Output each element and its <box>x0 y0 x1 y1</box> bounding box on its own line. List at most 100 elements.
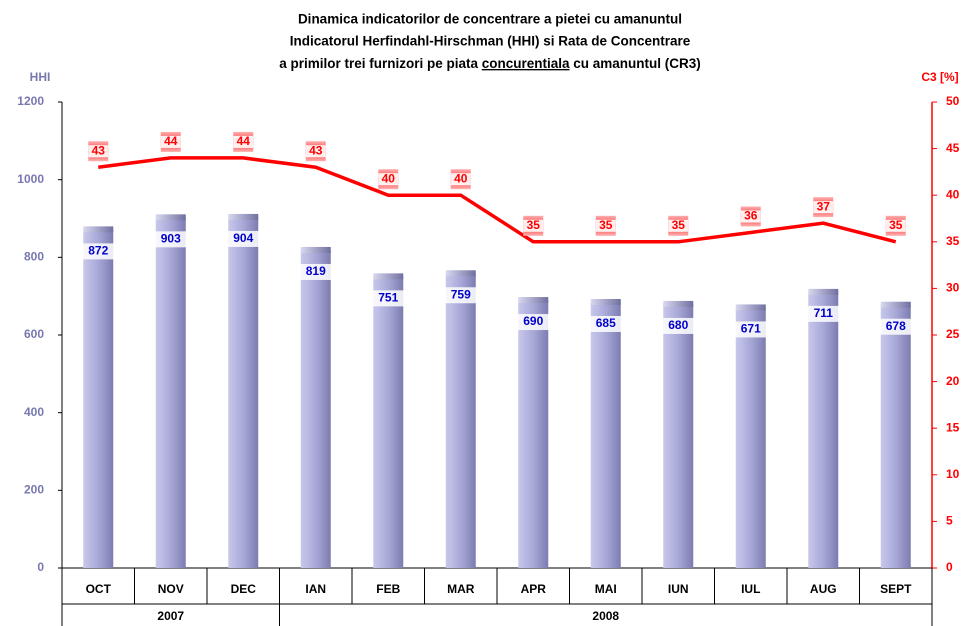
line-label-bg <box>305 145 326 158</box>
y2-axis-label: C3 [%] <box>921 70 958 84</box>
line <box>98 156 897 244</box>
y-tick-label: 400 <box>24 405 44 419</box>
bar <box>590 301 621 568</box>
bar-label-box <box>806 305 841 322</box>
bar <box>880 304 911 568</box>
line-label-bg <box>378 173 399 186</box>
x-tick-label: IUN <box>668 582 689 596</box>
bar-cap <box>663 300 694 307</box>
line-label-bg <box>450 173 471 186</box>
bar-label-box <box>661 317 696 334</box>
y-axis-label: HHI <box>30 70 51 84</box>
x-tick-label: MAR <box>447 582 475 596</box>
chart-title: Indicatorul Herfindahl-Hirschman (HHI) s… <box>290 34 691 49</box>
line-label-bg <box>668 219 689 232</box>
title-part: concurentiala <box>482 56 570 71</box>
line-label-bg <box>88 145 109 158</box>
bar-cap <box>228 213 259 220</box>
line-label-bg <box>233 135 254 148</box>
chart-title: a primilor trei furnizori pe piata concu… <box>279 56 701 71</box>
bar-label-box <box>588 315 623 332</box>
line-label: 35 <box>527 218 541 232</box>
bar-cap <box>445 270 476 277</box>
x-tick-label: OCT <box>86 582 112 596</box>
bar-cap <box>808 288 839 295</box>
bar-label-box <box>153 231 188 248</box>
bar <box>808 291 839 568</box>
bar-label: 680 <box>668 318 688 332</box>
group-label: 2007 <box>157 609 184 623</box>
line-label-bg <box>813 201 834 214</box>
y-tick-label: 200 <box>24 483 44 497</box>
bar-cap <box>590 298 621 305</box>
bar-cap <box>518 297 549 304</box>
bar-cap <box>373 273 404 280</box>
y2-tick-label: 50 <box>946 94 960 108</box>
y2-tick-label: 25 <box>946 327 960 341</box>
title-part: cu amanuntul (CR3) <box>570 56 701 71</box>
x-tick-label: AUG <box>810 582 837 596</box>
line-label: 36 <box>744 209 758 223</box>
y-tick-label: 1000 <box>17 172 44 186</box>
x-tick-label: IUL <box>741 582 760 596</box>
bar-cap <box>83 226 114 233</box>
bar-label: 759 <box>451 287 471 301</box>
chart-title: Dinamica indicatorilor de concentrare a … <box>298 12 682 27</box>
line-label: 35 <box>599 218 613 232</box>
line-label: 43 <box>92 143 106 157</box>
y2-tick-label: 45 <box>946 141 960 155</box>
bar-label: 872 <box>88 244 108 258</box>
bar <box>373 276 404 568</box>
y2-tick-label: 0 <box>946 560 953 574</box>
line-label: 35 <box>672 218 686 232</box>
bar-label: 671 <box>741 322 761 336</box>
bar <box>228 216 259 569</box>
bar-label-box <box>733 321 768 338</box>
bar-label-box <box>516 314 551 331</box>
x-tick-label: SEPT <box>880 582 912 596</box>
bar <box>83 229 114 568</box>
y-tick-label: 0 <box>37 560 44 574</box>
line-label: 43 <box>309 143 323 157</box>
group-label: 2008 <box>592 609 619 623</box>
x-tick-label: NOV <box>158 582 184 596</box>
bar-label-box <box>878 318 913 335</box>
bar-label: 904 <box>233 231 253 245</box>
y2-tick-label: 5 <box>946 514 953 528</box>
y2-tick-label: 10 <box>946 467 960 481</box>
line-label: 44 <box>237 134 251 148</box>
bar-label: 678 <box>886 319 906 333</box>
y-tick-label: 1200 <box>17 94 44 108</box>
bar-label-box <box>371 290 406 307</box>
x-tick-label: APR <box>521 582 547 596</box>
bar <box>518 300 549 568</box>
line-label: 40 <box>454 171 468 185</box>
bar-label: 751 <box>378 291 398 305</box>
line-label-bg <box>160 135 181 148</box>
bar-label-box <box>81 243 116 260</box>
line-label-bg <box>740 210 761 223</box>
bar-cap <box>300 246 331 253</box>
bar-cap <box>735 304 766 311</box>
bar-cap <box>155 214 186 221</box>
bar-label-box <box>226 230 261 247</box>
bar-label: 685 <box>596 316 616 330</box>
line-label-bg <box>523 219 544 232</box>
line-label-bg <box>885 219 906 232</box>
bar-label-box <box>298 263 333 280</box>
title-part: a primilor trei furnizori pe piata <box>279 56 482 71</box>
bar-label-box <box>443 287 478 304</box>
y2-tick-label: 35 <box>946 234 960 248</box>
bar-label: 711 <box>814 306 834 320</box>
line-label-bg <box>595 219 616 232</box>
bar-label: 903 <box>161 232 181 246</box>
y2-tick-label: 15 <box>946 420 960 434</box>
line-label: 35 <box>889 218 903 232</box>
bar-cap <box>880 301 911 308</box>
line-label: 44 <box>164 134 178 148</box>
bar <box>300 249 331 568</box>
y2-tick-label: 20 <box>946 374 960 388</box>
bar <box>445 273 476 568</box>
x-tick-label: FEB <box>376 582 400 596</box>
